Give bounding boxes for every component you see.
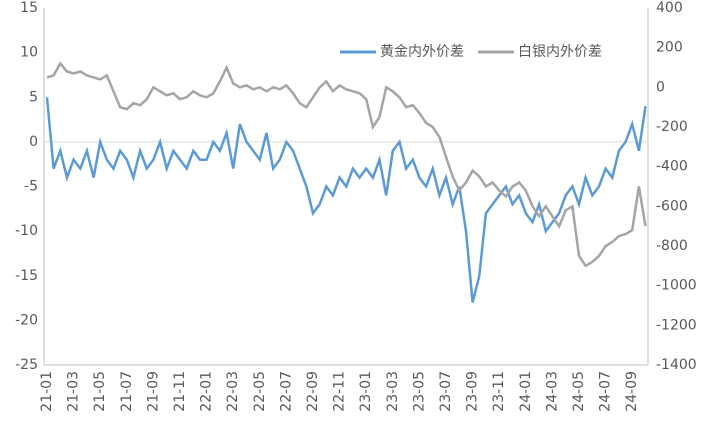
y-tick-label: -10 <box>15 223 38 239</box>
x-tick-label: 24-05 <box>571 371 587 412</box>
x-tick-label: 21-07 <box>119 371 135 412</box>
y-tick-label: -5 <box>24 179 38 195</box>
x-tick-label: 23-07 <box>438 371 454 412</box>
y-tick-label: -25 <box>15 357 38 373</box>
series-line <box>45 97 647 303</box>
y2-tick-label: -1000 <box>656 278 697 294</box>
x-tick-label: 21-03 <box>66 371 82 412</box>
x-tick-label: 21-01 <box>39 371 55 412</box>
x-tick-label: 24-03 <box>544 371 560 412</box>
y-tick-label: 5 <box>29 89 38 105</box>
legend-label: 黄金内外价差 <box>380 43 464 60</box>
legend-label: 白银内外价差 <box>518 44 602 60</box>
x-tick-label: 22-01 <box>199 371 215 412</box>
x-tick-label: 22-03 <box>225 371 241 412</box>
y2-tick-label: -1400 <box>656 357 697 373</box>
y2-tick-label: -800 <box>656 238 688 254</box>
x-tick-label: 23-05 <box>411 371 427 412</box>
y-tick-label: -15 <box>15 268 38 284</box>
x-tick-label: 21-11 <box>172 371 188 412</box>
y2-tick-label: 400 <box>656 0 683 16</box>
y2-tick-label: -1200 <box>656 317 697 333</box>
x-tick-label: 24-07 <box>598 371 614 412</box>
y2-tick-label: -600 <box>656 198 688 214</box>
x-tick-label: 23-11 <box>491 371 507 412</box>
y-tick-label: 0 <box>29 134 38 150</box>
y2-tick-label: -400 <box>656 159 688 175</box>
x-tick-label: 22-07 <box>278 371 294 412</box>
x-tick-label: 22-09 <box>305 371 321 412</box>
x-tick-label: 22-11 <box>332 371 348 412</box>
x-tick-label: 22-05 <box>252 371 268 412</box>
y2-tick-label: 200 <box>656 40 683 56</box>
x-tick-label: 24-09 <box>624 371 640 412</box>
x-tick-label: 23-01 <box>358 371 374 412</box>
x-tick-label: 23-03 <box>385 371 401 412</box>
y-tick-label: 10 <box>20 45 38 61</box>
y2-tick-label: 0 <box>656 79 665 95</box>
y-tick-label: 15 <box>20 0 38 16</box>
x-tick-label: 23-09 <box>465 371 481 412</box>
x-tick-label: 24-01 <box>518 371 534 412</box>
series-line <box>46 61 647 268</box>
y-tick-label: -20 <box>15 312 38 328</box>
y2-tick-label: -200 <box>656 119 688 135</box>
x-tick-label: 21-09 <box>145 371 161 412</box>
x-tick-label: 21-05 <box>92 371 108 412</box>
